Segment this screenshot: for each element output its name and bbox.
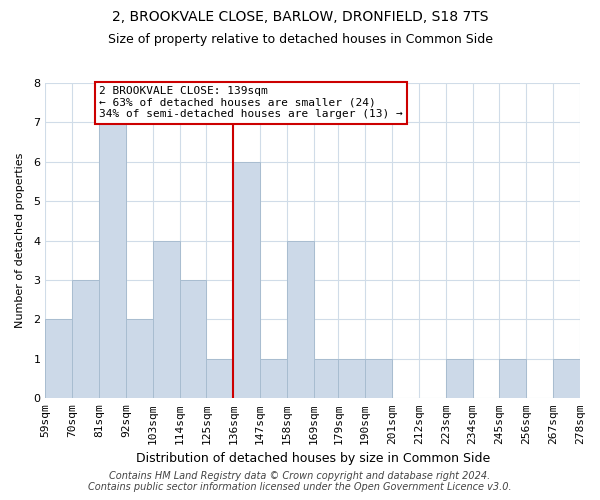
Bar — [99, 122, 126, 398]
Bar — [365, 359, 392, 399]
Bar — [287, 240, 314, 398]
Bar — [72, 280, 99, 398]
Bar — [499, 359, 526, 399]
Bar — [46, 320, 72, 398]
X-axis label: Distribution of detached houses by size in Common Side: Distribution of detached houses by size … — [136, 452, 490, 465]
Bar — [553, 359, 580, 399]
Bar — [260, 359, 287, 399]
Text: Contains HM Land Registry data © Crown copyright and database right 2024.
Contai: Contains HM Land Registry data © Crown c… — [88, 471, 512, 492]
Bar — [338, 359, 365, 399]
Text: Size of property relative to detached houses in Common Side: Size of property relative to detached ho… — [107, 32, 493, 46]
Bar — [233, 162, 260, 398]
Text: 2 BROOKVALE CLOSE: 139sqm
← 63% of detached houses are smaller (24)
34% of semi-: 2 BROOKVALE CLOSE: 139sqm ← 63% of detac… — [99, 86, 403, 120]
Bar — [153, 240, 179, 398]
Bar — [179, 280, 206, 398]
Bar — [206, 359, 233, 399]
Y-axis label: Number of detached properties: Number of detached properties — [15, 153, 25, 328]
Text: 2, BROOKVALE CLOSE, BARLOW, DRONFIELD, S18 7TS: 2, BROOKVALE CLOSE, BARLOW, DRONFIELD, S… — [112, 10, 488, 24]
Bar — [446, 359, 473, 399]
Bar — [314, 359, 338, 399]
Bar — [126, 320, 153, 398]
